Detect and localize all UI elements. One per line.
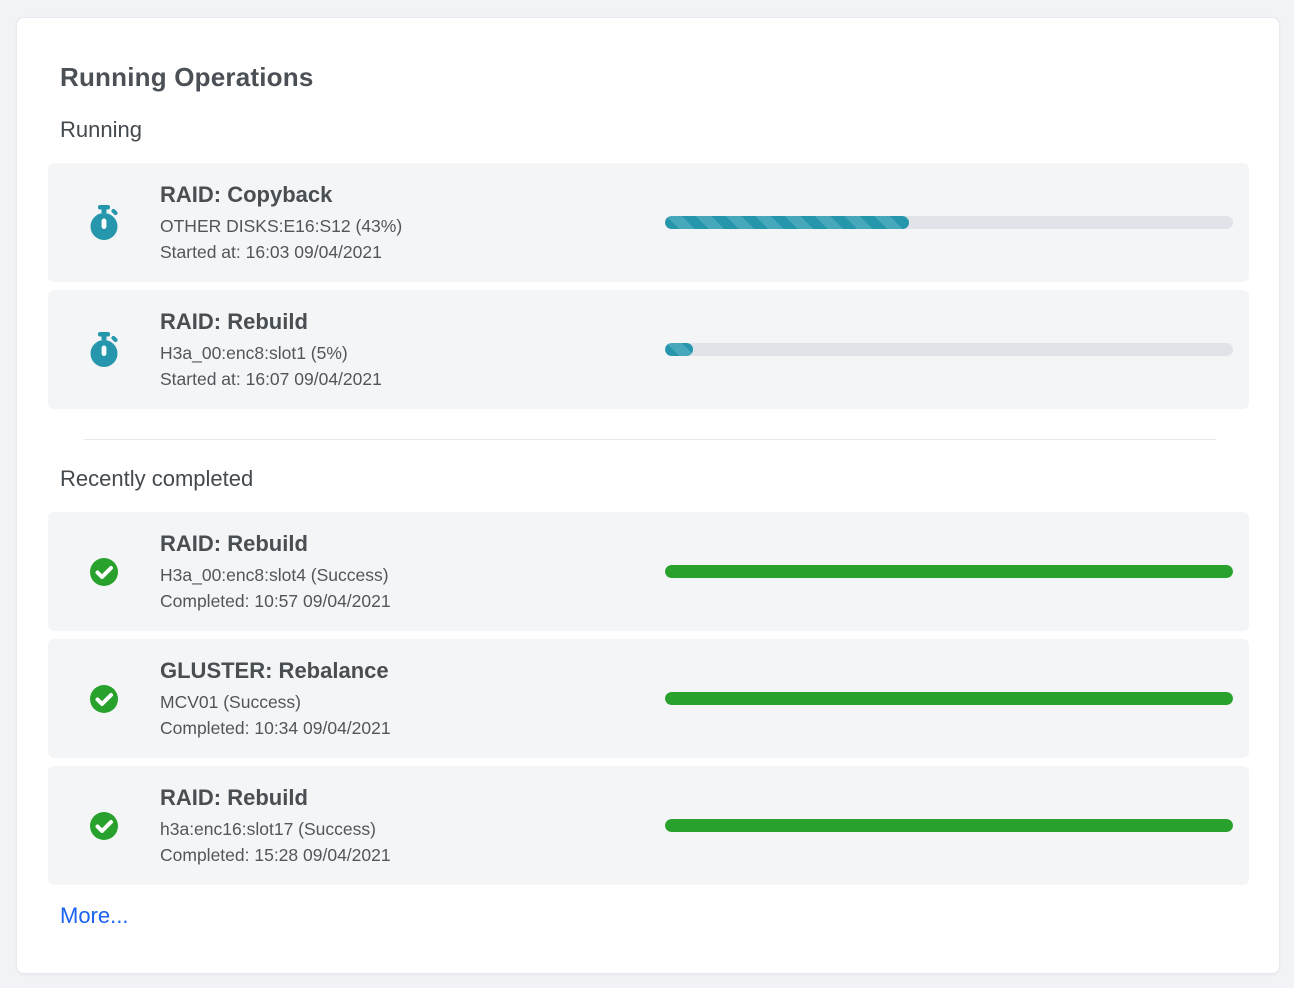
operation-row: RAID: Rebuild H3a_00:enc8:slot1 (5%) Sta… <box>48 290 1249 409</box>
operation-row: GLUSTER: Rebalance MCV01 (Success) Compl… <box>48 639 1249 758</box>
operation-target: OTHER DISKS:E16:S12 (43%) <box>160 215 403 236</box>
operation-title: RAID: Copyback <box>160 181 333 207</box>
operation-timestamp: Completed: 15:28 09/04/2021 <box>160 844 391 865</box>
operation-target: H3a_00:enc8:slot4 (Success) <box>160 564 389 585</box>
more-link[interactable]: More... <box>60 903 129 928</box>
operation-target: h3a:enc16:slot17 (Success) <box>160 818 376 839</box>
operation-row: RAID: Rebuild h3a:enc16:slot17 (Success)… <box>48 766 1249 885</box>
operation-target: H3a_00:enc8:slot1 (5%) <box>160 342 348 363</box>
progress-fill <box>665 565 1233 578</box>
progress-fill <box>665 343 694 356</box>
section-heading-recently-completed: Recently completed <box>60 466 254 491</box>
stopwatch-icon <box>48 331 160 368</box>
progress-fill <box>665 692 1233 705</box>
progress-bar <box>665 692 1233 705</box>
progress-bar <box>665 819 1233 832</box>
progress-bar <box>665 343 1233 356</box>
operation-row: RAID: Rebuild H3a_00:enc8:slot4 (Success… <box>48 512 1249 631</box>
check-circle-icon <box>48 811 160 841</box>
stopwatch-icon <box>48 204 160 241</box>
operation-title: RAID: Rebuild <box>160 784 308 810</box>
operation-title: RAID: Rebuild <box>160 308 308 334</box>
section-heading-running: Running <box>60 117 142 142</box>
operation-timestamp: Started at: 16:07 09/04/2021 <box>160 368 382 389</box>
operation-timestamp: Completed: 10:57 09/04/2021 <box>160 590 391 611</box>
running-operations-panel: Running Operations Running RAID: Copybac… <box>16 17 1280 974</box>
section-divider <box>84 439 1216 440</box>
operation-target: MCV01 (Success) <box>160 691 302 712</box>
page-title: Running Operations <box>60 62 314 92</box>
operation-title: RAID: Rebuild <box>160 530 308 556</box>
check-circle-icon <box>48 684 160 714</box>
operation-timestamp: Completed: 10:34 09/04/2021 <box>160 717 391 738</box>
check-circle-icon <box>48 557 160 587</box>
progress-bar <box>665 216 1233 229</box>
operation-timestamp: Started at: 16:03 09/04/2021 <box>160 241 382 262</box>
completed-operations-list: RAID: Rebuild H3a_00:enc8:slot4 (Success… <box>48 512 1249 885</box>
operation-title: GLUSTER: Rebalance <box>160 657 389 683</box>
operation-row: RAID: Copyback OTHER DISKS:E16:S12 (43%)… <box>48 163 1249 282</box>
progress-bar <box>665 565 1233 578</box>
running-operations-list: RAID: Copyback OTHER DISKS:E16:S12 (43%)… <box>48 163 1249 409</box>
progress-fill <box>665 819 1233 832</box>
progress-fill <box>665 216 910 229</box>
